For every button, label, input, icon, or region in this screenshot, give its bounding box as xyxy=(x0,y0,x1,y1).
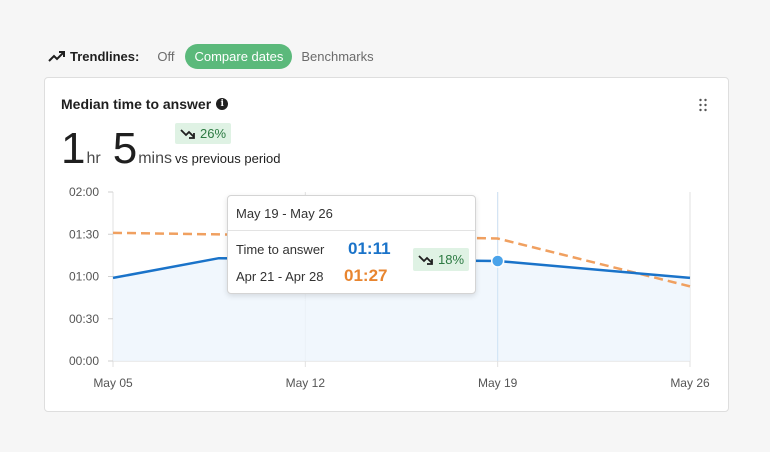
metric-minutes: 5 xyxy=(112,124,138,173)
tooltip-previous-label: Apr 21 - Apr 28 xyxy=(236,269,324,284)
metric-value: 1 hr 5 mins xyxy=(61,124,184,174)
delta-caption: vs previous period xyxy=(175,150,281,166)
metric-card: 00:00 00:30 01:00 01:30 02:00 May 05 May 12 Ma… xyxy=(44,77,729,412)
card-title: Median time to answer i xyxy=(61,96,229,112)
trendline-option-compare-dates[interactable]: Compare dates xyxy=(185,43,293,69)
chart-tooltip: May 19 - May 26 Time to answer 01:11 Apr… xyxy=(227,195,476,294)
trendline-option-off[interactable]: Off xyxy=(157,48,175,64)
metric-minutes-unit: mins xyxy=(138,150,172,167)
trending-up-icon xyxy=(48,51,65,62)
tooltip-previous-value: 01:27 xyxy=(344,266,388,285)
card-title-text: Median time to answer xyxy=(61,96,212,112)
tooltip-current-label: Time to answer xyxy=(236,242,325,257)
info-icon[interactable]: i xyxy=(216,98,229,110)
trendline-option-benchmarks[interactable]: Benchmarks xyxy=(301,48,374,64)
tooltip-delta-value: 18% xyxy=(438,252,465,267)
y-tick-label: 01:30 xyxy=(69,227,99,241)
y-tick-label: 02:00 xyxy=(69,185,99,199)
trending-down-icon xyxy=(418,254,433,265)
y-tick-label: 01:00 xyxy=(69,270,99,284)
x-tick-label: May 19 xyxy=(478,376,518,390)
metric-hours: 1 xyxy=(61,124,86,173)
metric-delta: 26% vs previous period xyxy=(175,123,281,166)
tooltip-delta-badge: 18% xyxy=(413,248,470,271)
metric-hours-unit: hr xyxy=(86,150,101,167)
x-tick-label: May 05 xyxy=(93,376,133,390)
trendlines-label: Trendlines: xyxy=(70,48,140,64)
trendlines-toolbar: Trendlines: Off Compare dates Benchmarks xyxy=(48,43,383,69)
x-tick-label: May 12 xyxy=(286,376,326,390)
y-tick-label: 00:00 xyxy=(69,354,99,368)
tooltip-current-value: 01:11 xyxy=(348,239,391,258)
trending-down-icon xyxy=(180,128,195,139)
delta-badge: 26% xyxy=(175,123,232,144)
delta-value: 26% xyxy=(200,126,227,141)
more-options-icon[interactable] xyxy=(698,98,708,112)
y-tick-label: 00:30 xyxy=(69,312,99,326)
tooltip-range: May 19 - May 26 xyxy=(228,196,475,231)
x-tick-label: May 26 xyxy=(670,376,710,390)
hover-point[interactable] xyxy=(490,254,505,268)
